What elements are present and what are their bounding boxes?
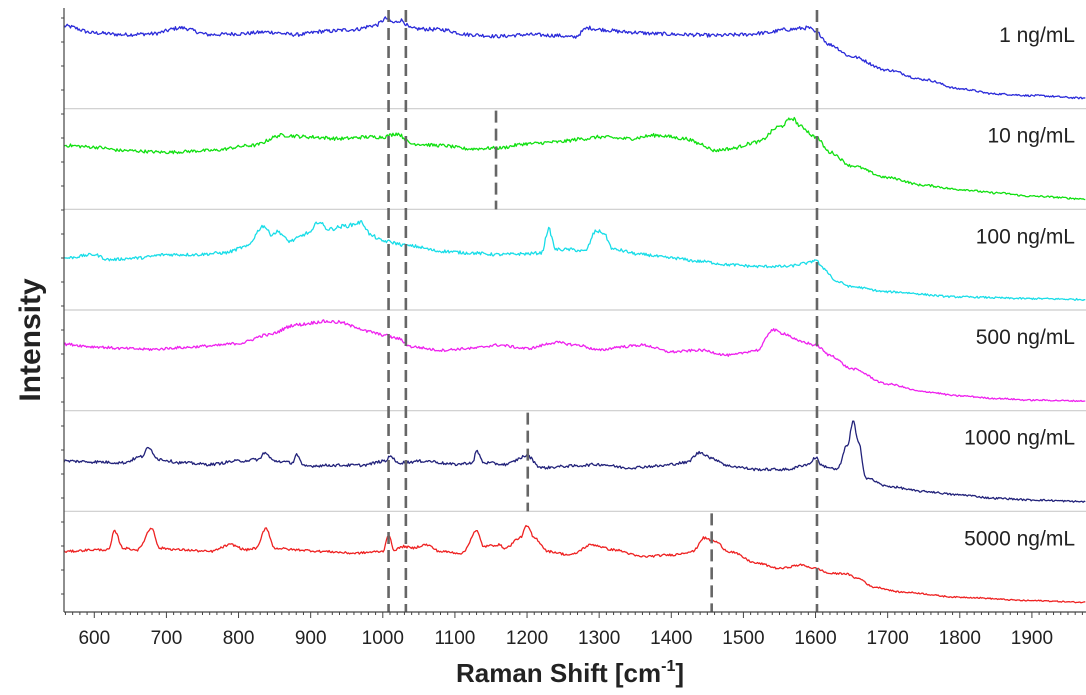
series-line — [63, 420, 1086, 503]
series-label: 100 ng/mL — [976, 225, 1075, 248]
reference-lines — [387, 10, 819, 612]
series-line — [63, 116, 1086, 201]
x-tick-label: 1500 — [722, 628, 764, 649]
x-tick-label: 1600 — [794, 628, 836, 649]
series-line — [63, 524, 1086, 604]
series-label: 1 ng/mL — [999, 24, 1075, 47]
series-label: 1000 ng/mL — [964, 427, 1075, 450]
x-tick-label: 1400 — [650, 628, 692, 649]
panel-separators — [64, 108, 1086, 512]
x-tick-label: 700 — [151, 628, 183, 649]
series-label: 10 ng/mL — [987, 125, 1075, 148]
x-tick-label: 1300 — [578, 628, 620, 649]
y-axis-title: Intensity — [14, 278, 47, 402]
x-axis-title-text: Raman Shift [cm — [456, 658, 661, 688]
x-tick-label: 1700 — [867, 628, 909, 649]
series-label: 500 ng/mL — [976, 326, 1075, 349]
x-axis-title-end: ] — [675, 658, 684, 688]
x-tick-label: 800 — [223, 628, 255, 649]
series-line — [63, 16, 1086, 100]
series-line — [63, 220, 1086, 301]
x-tick-label: 900 — [295, 628, 327, 649]
axes — [63, 8, 1086, 613]
x-axis-title-superscript: -1 — [661, 658, 675, 675]
x-ticks: 600 700 800 900 1000 1100 1200 1300 1400 1500 1600… — [61, 17, 1083, 649]
x-tick-label: 1000 — [362, 628, 404, 649]
series-label: 5000 ng/mL — [964, 527, 1075, 550]
series-group — [63, 16, 1086, 604]
series-line — [63, 319, 1086, 403]
x-axis-title: Raman Shift [cm-1] — [456, 658, 684, 688]
x-tick-label: 1200 — [506, 628, 548, 649]
x-tick-label: 600 — [78, 628, 110, 649]
x-tick-label: 1900 — [1011, 628, 1053, 649]
x-tick-label: 1800 — [939, 628, 981, 649]
x-tick-label: 1100 — [434, 628, 475, 649]
series-labels: 1 ng/mL 10 ng/mL 100 ng/mL 500 ng/mL 1000 ng… — [964, 24, 1075, 550]
